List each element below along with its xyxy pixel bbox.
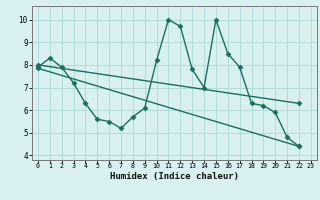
X-axis label: Humidex (Indice chaleur): Humidex (Indice chaleur) [110,172,239,181]
